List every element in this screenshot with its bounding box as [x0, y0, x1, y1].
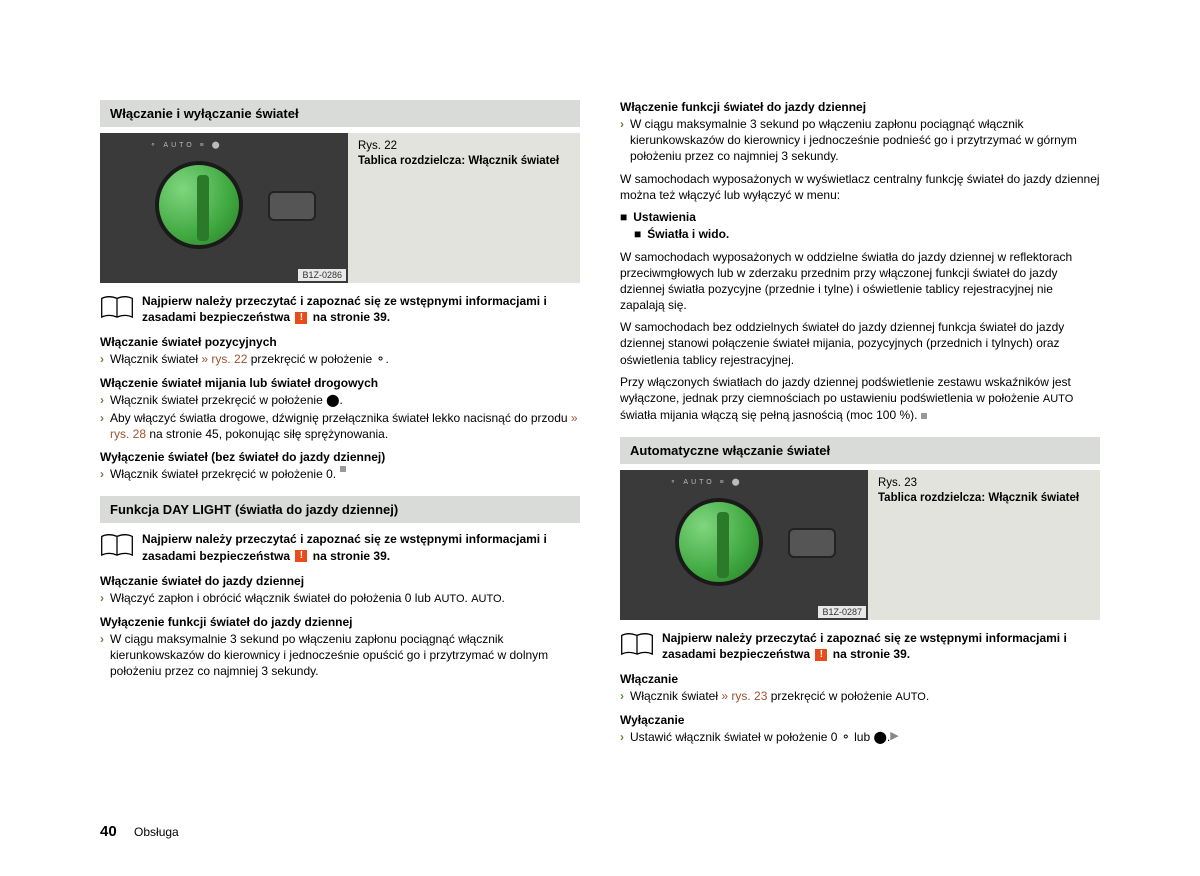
paragraph: W samochodach wyposażonych w oddzielne ś…: [620, 249, 1100, 314]
page-content: Włączanie i wyłączanie świateł ⚬ AUTO ≡ …: [100, 100, 1100, 747]
list-item: › W ciągu maksymalnie 3 sekund po włącze…: [100, 631, 580, 680]
dial-icons: ⚬ AUTO ≡ ⬤: [150, 141, 223, 149]
figure-code: B1Z-0286: [298, 269, 346, 281]
chevron-icon: ›: [100, 631, 104, 680]
side-button-icon: [268, 191, 316, 221]
subheading: Wyłączenie funkcji świateł do jazdy dzie…: [100, 615, 580, 629]
subheading: Włączanie: [620, 672, 1100, 686]
subheading: Włączanie świateł pozycyjnych: [100, 335, 580, 349]
chevron-icon: ›: [620, 729, 624, 745]
section-header-3: Automatyczne włączanie świateł: [620, 437, 1100, 464]
cross-ref: » rys. 23: [721, 689, 767, 703]
figure-22-caption: Rys. 22 Tablica rozdzielcza: Włącznik św…: [348, 133, 580, 283]
list-item: › Włączyć zapłon i obrócić włącznik świa…: [100, 590, 580, 607]
menu-item: ■ Ustawienia: [620, 209, 1100, 226]
safety-note: Najpierw należy przeczytać i zapoznać si…: [100, 531, 580, 563]
book-icon: [100, 533, 134, 559]
left-column: Włączanie i wyłączanie świateł ⚬ AUTO ≡ …: [100, 100, 580, 747]
list-item: › Włącznik świateł przekręcić w położeni…: [100, 466, 580, 482]
chevron-icon: ›: [100, 410, 104, 442]
paragraph: W samochodach wyposażonych w wyświetlacz…: [620, 171, 1100, 203]
figure-22-image: ⚬ AUTO ≡ ⬤ B1Z-0286: [100, 133, 348, 283]
subheading: Wyłączanie: [620, 713, 1100, 727]
list-item: › Włącznik świateł » rys. 22 przekręcić …: [100, 351, 580, 367]
chevron-icon: ›: [100, 590, 104, 607]
figure-23: ⚬ AUTO ≡ ⬤ B1Z-0287 Rys. 23 Tablica rozd…: [620, 470, 1100, 620]
menu-item: ■ Światła i wido.: [620, 226, 1100, 243]
subheading: Wyłączenie świateł (bez świateł do jazdy…: [100, 450, 580, 464]
note-text: Najpierw należy przeczytać i zapoznać si…: [142, 531, 580, 563]
book-icon: [100, 295, 134, 321]
side-button-icon: [788, 528, 836, 558]
safety-note: Najpierw należy przeczytać i zapoznać si…: [100, 293, 580, 325]
paragraph: Przy włączonych światłach do jazdy dzien…: [620, 374, 1100, 423]
subheading: Włączenie funkcji świateł do jazdy dzien…: [620, 100, 1100, 114]
cross-ref: » rys. 22: [201, 352, 247, 366]
chevron-icon: ›: [620, 688, 624, 705]
warning-icon: !: [815, 649, 827, 661]
warning-icon: !: [295, 550, 307, 562]
dial-icons: ⚬ AUTO ≡ ⬤: [670, 478, 743, 486]
subheading: Włączanie świateł do jazdy dziennej: [100, 574, 580, 588]
warning-icon: !: [295, 312, 307, 324]
section-header-2: Funkcja DAY LIGHT (światła do jazdy dzie…: [100, 496, 580, 523]
figure-22: ⚬ AUTO ≡ ⬤ B1Z-0286 Rys. 22 Tablica rozd…: [100, 133, 580, 283]
continue-icon: ▶: [890, 729, 898, 744]
right-column: Włączenie funkcji świateł do jazdy dzien…: [620, 100, 1100, 747]
figure-number: Rys. 22: [358, 139, 570, 154]
note-text: Najpierw należy przeczytać i zapoznać si…: [142, 293, 580, 325]
page-number: 40: [100, 823, 117, 840]
chevron-icon: ›: [100, 466, 104, 482]
figure-number: Rys. 23: [878, 476, 1090, 491]
light-dial-icon: [155, 161, 243, 249]
chevron-icon: ›: [100, 351, 104, 367]
subheading: Włączenie świateł mijania lub świateł dr…: [100, 376, 580, 390]
figure-23-caption: Rys. 23 Tablica rozdzielcza: Włącznik św…: [868, 470, 1100, 620]
square-bullet-icon: ■: [620, 209, 627, 226]
square-bullet-icon: ■: [634, 226, 641, 243]
paragraph: W samochodach bez oddzielnych świateł do…: [620, 319, 1100, 368]
figure-title: Tablica rozdzielcza: Włącznik świateł: [358, 154, 570, 169]
end-mark-icon: [340, 466, 346, 472]
footer-section: Obsługa: [134, 825, 179, 839]
list-item: › W ciągu maksymalnie 3 sekund po włącze…: [620, 116, 1100, 165]
figure-23-image: ⚬ AUTO ≡ ⬤ B1Z-0287: [620, 470, 868, 620]
list-item: › Aby włączyć światła drogowe, dźwignię …: [100, 410, 580, 442]
light-dial-icon: [675, 498, 763, 586]
list-item: › Ustawić włącznik świateł w położenie 0…: [620, 729, 1100, 745]
list-item: › Włącznik świateł » rys. 23 przekręcić …: [620, 688, 1100, 705]
end-mark-icon: [921, 413, 927, 419]
safety-note: Najpierw należy przeczytać i zapoznać si…: [620, 630, 1100, 662]
list-item: › Włącznik świateł przekręcić w położeni…: [100, 392, 580, 408]
note-text: Najpierw należy przeczytać i zapoznać si…: [662, 630, 1100, 662]
section-header-1: Włączanie i wyłączanie świateł: [100, 100, 580, 127]
chevron-icon: ›: [620, 116, 624, 165]
figure-title: Tablica rozdzielcza: Włącznik świateł: [878, 491, 1090, 506]
page-footer: 40 Obsługa: [100, 823, 179, 840]
book-icon: [620, 632, 654, 658]
chevron-icon: ›: [100, 392, 104, 408]
figure-code: B1Z-0287: [818, 606, 866, 618]
